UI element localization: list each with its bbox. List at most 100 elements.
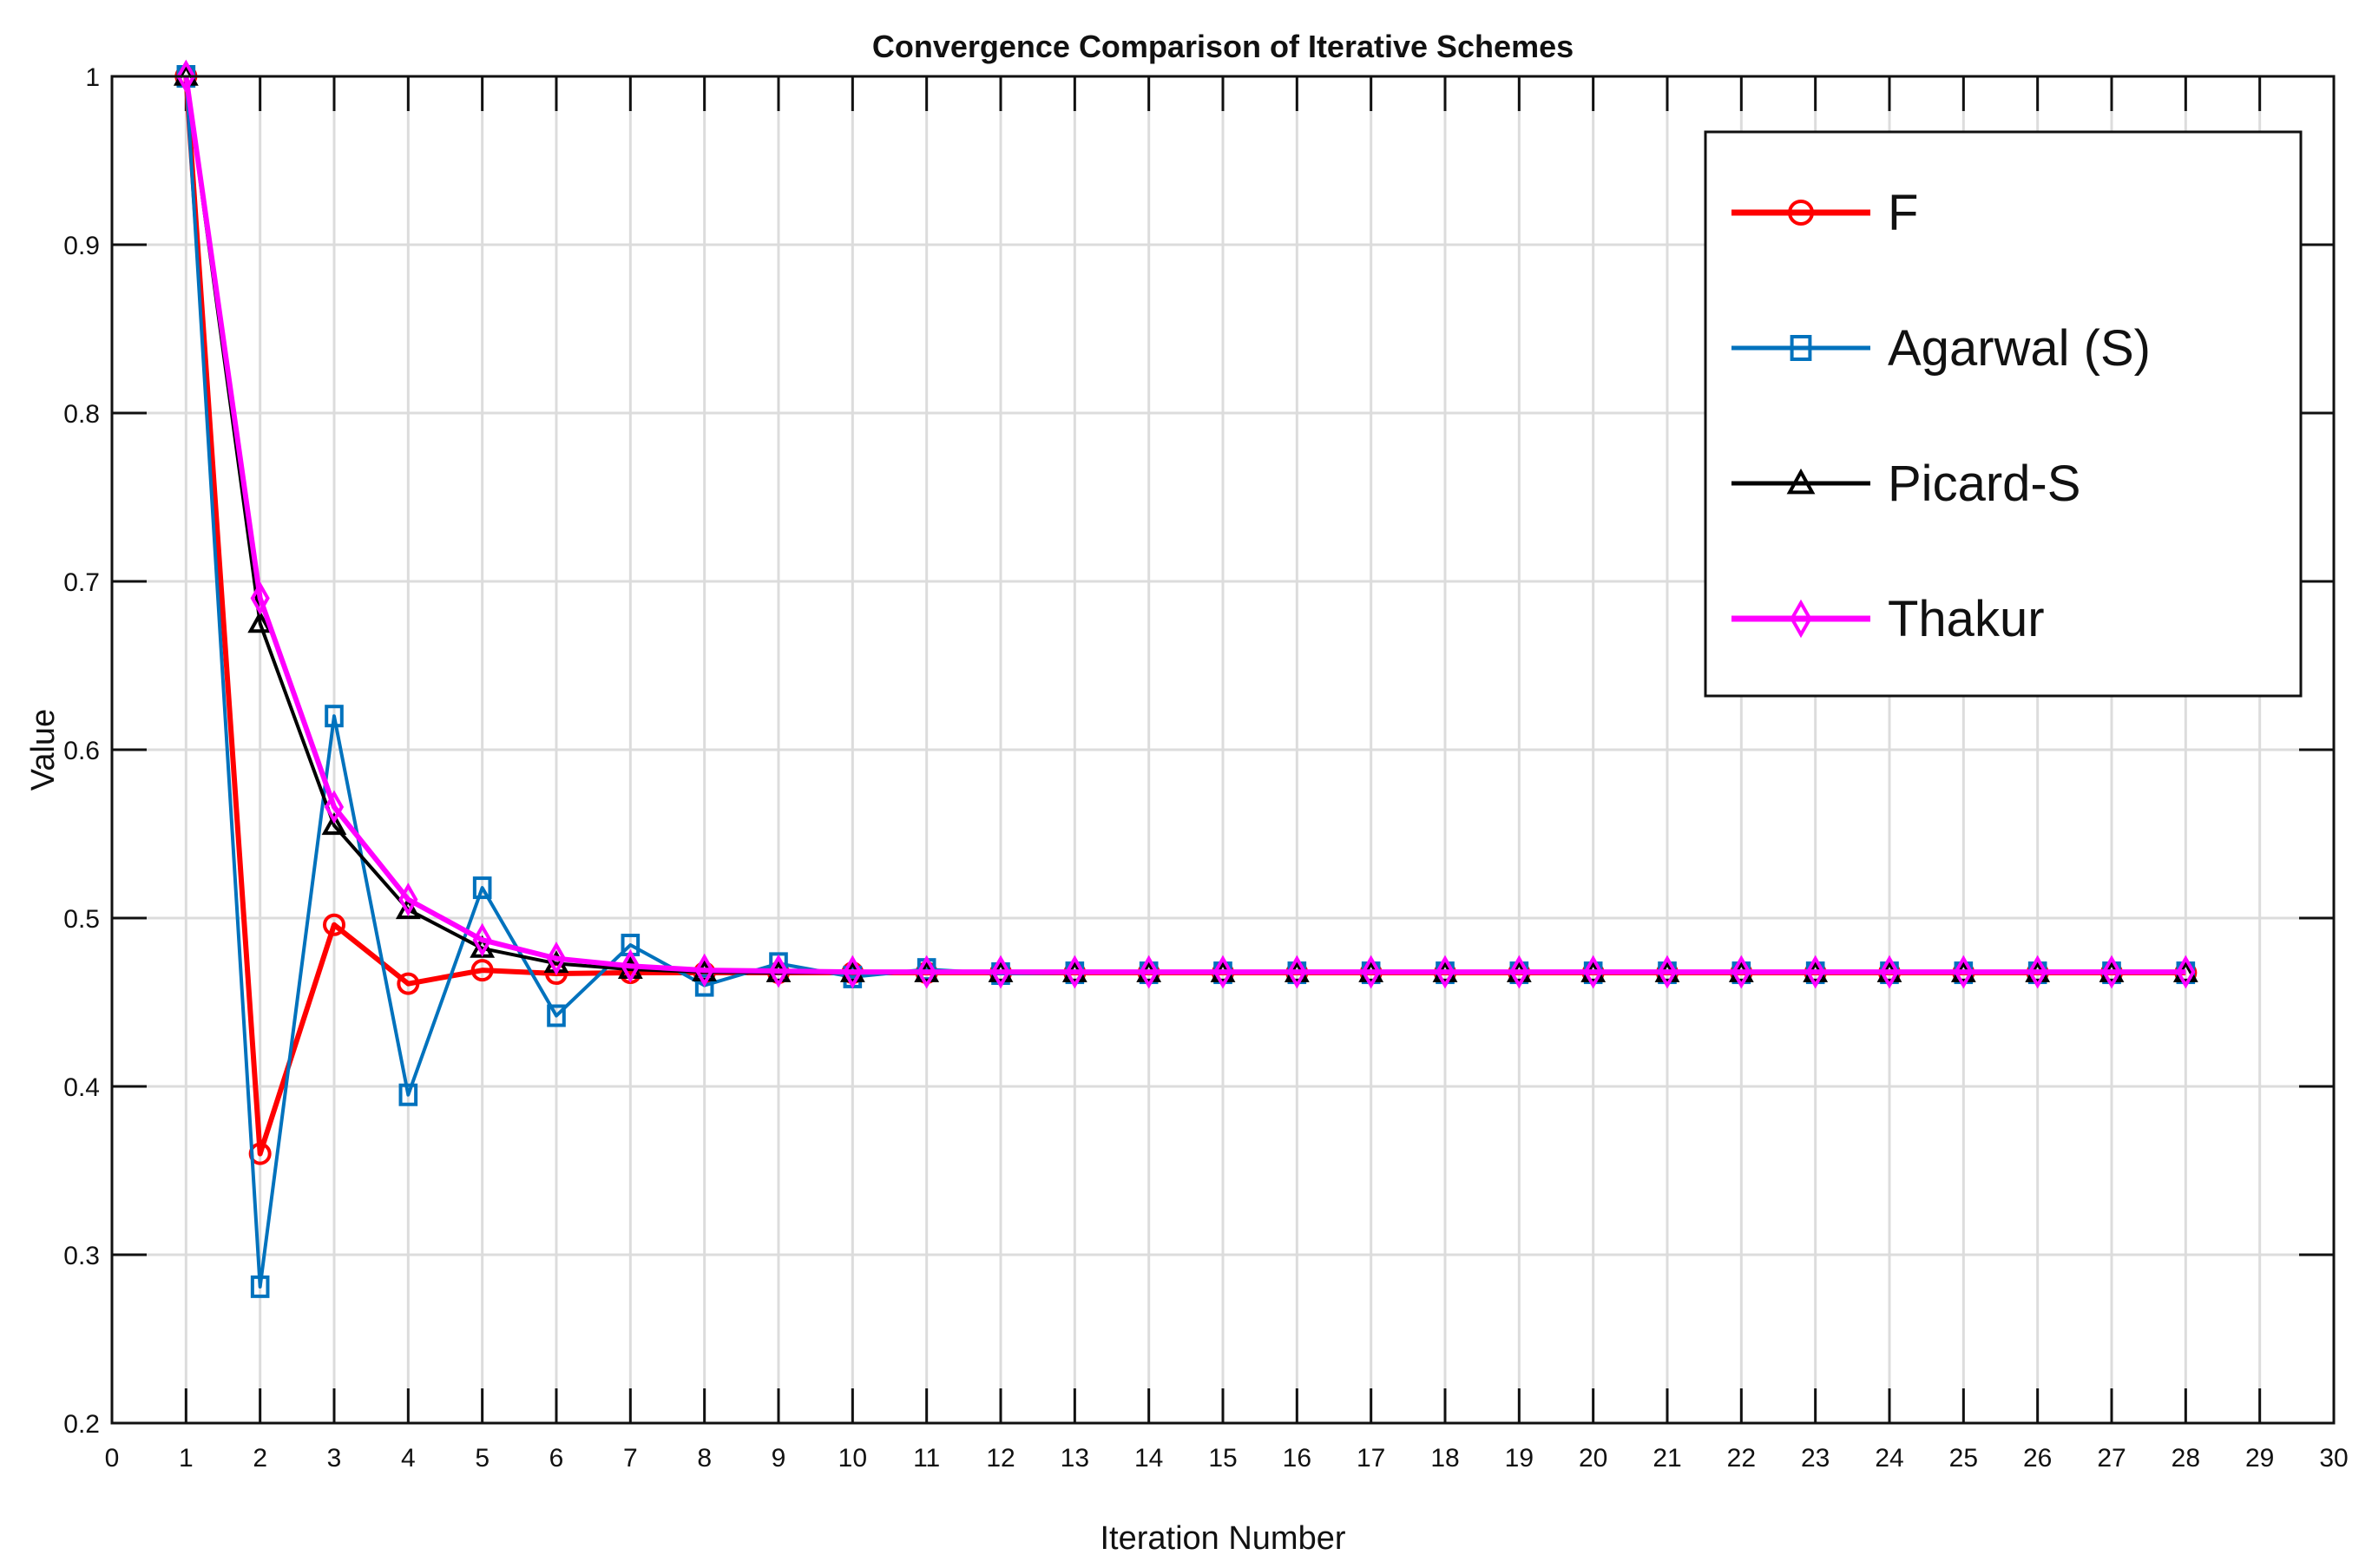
data-point-triangle	[247, 610, 273, 633]
data-point-diamond	[843, 955, 863, 989]
data-point-diamond	[1879, 955, 1900, 989]
x-tick-label: 5	[475, 1444, 490, 1473]
x-tick-label: 7	[623, 1444, 638, 1473]
x-axis-label: Iteration Number	[1100, 1520, 1345, 1557]
series-thakur	[176, 59, 2196, 989]
legend-item: Agarwal (S)	[1731, 320, 2151, 377]
y-tick-label: 0.7	[63, 568, 100, 597]
chart-title: Convergence Comparison of Iterative Sche…	[872, 29, 1574, 64]
data-point-diamond	[1509, 955, 1529, 989]
data-point-square	[250, 1275, 270, 1298]
data-point-diamond	[324, 790, 345, 824]
data-point-triangle	[395, 896, 421, 920]
data-point-diamond	[621, 948, 641, 983]
legend-box	[1704, 130, 2303, 698]
data-point-diamond	[917, 955, 936, 989]
series-line	[183, 75, 2186, 975]
legend-marker-diamond	[1790, 599, 1812, 639]
y-tick-label: 0.2	[63, 1410, 100, 1439]
x-tick-label: 4	[401, 1444, 416, 1473]
data-point-triangle	[321, 812, 347, 836]
y-tick-label: 0.6	[63, 737, 100, 765]
x-tick-label: 21	[1653, 1444, 1681, 1473]
x-tick-label: 25	[1949, 1444, 1978, 1473]
x-tick-label: 26	[2023, 1444, 2052, 1473]
x-tick-label: 13	[1061, 1444, 1089, 1473]
x-tick-label: 12	[986, 1444, 1015, 1473]
x-tick-label: 19	[1505, 1444, 1534, 1473]
x-tick-label: 3	[327, 1444, 342, 1473]
data-point-diamond	[694, 953, 714, 987]
data-point-diamond	[250, 581, 270, 615]
x-tick-label: 9	[772, 1444, 786, 1473]
legend-label: Agarwal (S)	[1888, 320, 2151, 377]
data-point-diamond	[546, 941, 567, 975]
data-point-diamond	[2176, 955, 2196, 989]
data-point-diamond	[1657, 955, 1678, 989]
x-tick-label: 15	[1208, 1444, 1237, 1473]
x-tick-label: 23	[1801, 1444, 1830, 1473]
data-point-diamond	[1731, 955, 1751, 989]
series-lines	[173, 59, 2198, 1298]
x-tick-label: 8	[697, 1444, 712, 1473]
data-point-diamond	[1583, 955, 1603, 989]
y-tick-label: 1	[85, 63, 100, 92]
x-tick-label: 14	[1134, 1444, 1163, 1473]
data-point-diamond	[1361, 955, 1381, 989]
y-tick-label: 0.8	[63, 400, 100, 429]
data-point-square	[325, 705, 344, 728]
data-point-diamond	[2027, 955, 2047, 989]
x-tick-label: 1	[179, 1444, 194, 1473]
data-point-diamond	[472, 922, 492, 957]
data-point-circle	[470, 959, 494, 982]
data-point-diamond	[1435, 955, 1455, 989]
x-tick-label: 6	[549, 1444, 564, 1473]
plot-area-frame	[110, 75, 2336, 1425]
legend-marker-circle	[1788, 200, 1814, 226]
y-tick-label: 0.4	[63, 1073, 100, 1102]
x-tick-label: 18	[1430, 1444, 1459, 1473]
data-point-square	[694, 974, 714, 997]
x-tick-label: 2	[253, 1444, 267, 1473]
x-tick-label: 24	[1875, 1444, 1903, 1473]
y-tick-label: 0.5	[63, 905, 100, 934]
data-point-square	[547, 1004, 566, 1027]
data-point-circle	[397, 972, 420, 995]
legend-label: Picard-S	[1888, 456, 2080, 512]
legend-item: F	[1731, 185, 1918, 241]
data-point-diamond	[990, 955, 1011, 989]
x-tick-label: 27	[2097, 1444, 2126, 1473]
legend-item: Thakur	[1731, 591, 2045, 647]
legend-marker-square	[1790, 335, 1812, 361]
legend-item: Picard-S	[1731, 456, 2080, 512]
data-point-diamond	[1805, 955, 1825, 989]
y-tick-label: 0.9	[63, 232, 100, 260]
data-point-diamond	[1065, 955, 1085, 989]
y-tick-label: 0.3	[63, 1242, 100, 1270]
x-tick-label: 0	[105, 1444, 120, 1473]
x-tick-label: 28	[2172, 1444, 2200, 1473]
data-point-square	[398, 1083, 418, 1106]
data-point-diamond	[768, 954, 789, 988]
x-tick-label: 11	[913, 1444, 940, 1473]
tick-labels: 0 1 2 3 4 5 6 7 8 9 10 11 12 13 14 15 16 17 18 19 20 21 22 23 24…	[63, 63, 2348, 1473]
data-point-square	[472, 876, 492, 900]
x-tick-label: 30	[2319, 1444, 2348, 1473]
data-point-diamond	[398, 882, 418, 917]
x-tick-label: 29	[2245, 1444, 2274, 1473]
x-tick-label: 20	[1579, 1444, 1607, 1473]
x-tick-label: 10	[838, 1444, 867, 1473]
legend-marker-triangle	[1786, 468, 1816, 495]
data-point-diamond	[1139, 955, 1159, 989]
legend-label: F	[1888, 185, 1918, 241]
x-tick-label: 17	[1357, 1444, 1385, 1473]
data-point-diamond	[1954, 955, 1974, 989]
data-point-diamond	[2101, 955, 2122, 989]
x-tick-label: 16	[1283, 1444, 1311, 1473]
legend: F Agarwal (S) Picard-S Thakur	[1704, 130, 2303, 698]
x-tick-label: 22	[1727, 1444, 1756, 1473]
data-point-diamond	[176, 59, 196, 94]
data-point-circle	[323, 913, 345, 936]
